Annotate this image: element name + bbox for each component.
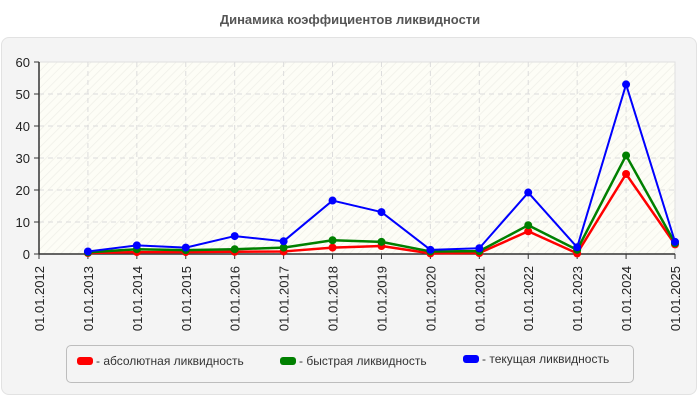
legend-label: - текущая ликвидность [482,352,610,366]
legend-item-absolute: - абсолютная ликвидность [77,354,244,368]
data-point [328,196,337,205]
x-tick-label: 01.01.2014 [130,266,145,331]
x-tick-label: 01.01.2024 [619,266,634,331]
data-point [524,188,533,197]
y-tick-label: 30 [16,151,30,166]
data-point [83,247,92,256]
legend-item-quick: - быстрая ликвидность [280,354,427,368]
x-tick-label: 01.01.2022 [521,266,536,331]
legend-swatch-red [77,357,93,365]
data-point [279,243,288,252]
data-point [524,227,533,236]
legend: - абсолютная ликвидность - быстрая ликви… [66,345,634,383]
data-point [524,221,533,230]
data-point [328,236,337,245]
y-tick-label: 60 [16,55,30,70]
x-tick-label: 01.01.2020 [423,266,438,331]
data-point [132,241,141,250]
data-point [622,170,631,178]
data-point [622,80,631,89]
data-point [671,237,679,246]
chart-title: Динамика коэффициентов ликвидности [219,12,481,27]
x-tick-label: 01.01.2018 [326,266,341,331]
legend-swatch-blue [463,355,479,363]
x-tick-label: 01.01.2025 [668,266,683,331]
data-point [475,244,484,253]
data-point [573,243,582,252]
x-tick-label: 01.01.2016 [228,266,243,331]
data-point [230,232,239,241]
legend-label: - абсолютная ликвидность [96,354,244,368]
y-tick-label: 40 [16,119,30,134]
data-point [181,243,190,252]
legend-label: - быстрая ликвидность [299,354,427,368]
x-tick-label: 01.01.2015 [179,266,194,331]
y-tick-label: 20 [16,183,30,198]
y-tick-label: 10 [16,215,30,230]
x-tick-label: 01.01.2013 [81,266,96,331]
data-point [279,237,288,246]
y-tick-label: 0 [23,247,30,262]
legend-swatch-green [280,357,296,365]
y-tick-label: 50 [16,87,30,102]
legend-item-current: - текущая ликвидность [463,352,609,366]
data-point [328,243,337,252]
data-point [377,208,386,217]
x-tick-label: 01.01.2012 [32,266,47,331]
data-point [426,245,435,254]
data-point [622,151,631,160]
x-tick-label: 01.01.2019 [374,266,389,331]
plot-area: 0 10 20 30 40 50 60 01.01.2012 01.01.2013 01.01.2… [16,55,683,331]
x-tick-label: 01.01.2021 [472,266,487,331]
x-tick-label: 01.01.2017 [277,266,292,331]
data-point [230,245,239,254]
x-tick-label: 01.01.2023 [570,266,585,331]
data-point [377,237,386,246]
